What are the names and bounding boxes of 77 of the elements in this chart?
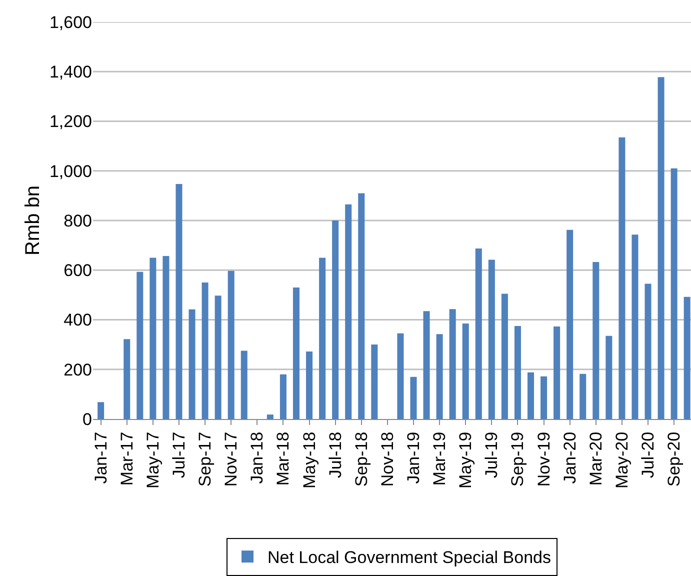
x-tick-label: Jul-20 bbox=[638, 432, 658, 478]
x-tick-label: Jan-19 bbox=[404, 432, 424, 484]
bar bbox=[358, 193, 365, 419]
bar bbox=[488, 260, 495, 419]
y-tick-label: 600 bbox=[64, 261, 92, 280]
bar bbox=[345, 204, 352, 419]
x-tick-label: Jan-17 bbox=[91, 432, 110, 484]
x-tick-label: Mar-17 bbox=[117, 432, 136, 486]
x-tick-label: May-18 bbox=[300, 432, 319, 488]
bar bbox=[98, 402, 104, 419]
bar bbox=[684, 296, 690, 419]
bar bbox=[292, 287, 300, 419]
x-tick-label: Jan-20 bbox=[560, 432, 580, 484]
x-tick-label: Sep-19 bbox=[508, 432, 528, 487]
x-tick-label: Sep-17 bbox=[196, 432, 215, 487]
y-tick-label: 1,000 bbox=[49, 162, 92, 181]
y-tick-label: 1,600 bbox=[49, 12, 92, 32]
bar bbox=[449, 309, 456, 419]
bar bbox=[266, 414, 274, 419]
bar bbox=[176, 184, 182, 419]
bar bbox=[644, 284, 652, 419]
x-tick-label: Mar-20 bbox=[586, 432, 606, 486]
bar bbox=[566, 230, 574, 419]
bar bbox=[228, 270, 234, 419]
bar bbox=[670, 168, 678, 419]
y-tick-label: 200 bbox=[64, 360, 92, 380]
bar bbox=[319, 258, 326, 419]
bar bbox=[136, 272, 144, 419]
bar bbox=[202, 282, 208, 419]
bar bbox=[423, 311, 430, 419]
bar bbox=[306, 352, 313, 419]
bar bbox=[475, 248, 482, 419]
bar bbox=[436, 334, 443, 419]
y-tick-label: 800 bbox=[64, 211, 92, 230]
bar bbox=[397, 333, 404, 419]
bar bbox=[554, 326, 560, 419]
bar bbox=[162, 256, 170, 419]
bar bbox=[658, 77, 664, 419]
bar bbox=[514, 326, 521, 419]
x-tick-label: Jan-18 bbox=[248, 432, 267, 484]
bar bbox=[332, 220, 339, 419]
bar bbox=[124, 339, 130, 419]
bar bbox=[540, 376, 548, 419]
x-tick-label: Nov-17 bbox=[222, 432, 241, 487]
bar bbox=[280, 374, 286, 419]
legend-label: Net Local Government Special Bonds bbox=[268, 548, 551, 568]
bar bbox=[371, 344, 378, 419]
bar bbox=[606, 336, 612, 419]
y-tick-label: 0 bbox=[82, 410, 92, 429]
x-tick-label: Sep-20 bbox=[664, 432, 684, 487]
x-tick-label: Jul-17 bbox=[170, 432, 189, 478]
y-axis-title: Rmb bn bbox=[22, 185, 44, 256]
x-tick-label: Jul-18 bbox=[326, 432, 345, 478]
x-tick-label: May-19 bbox=[456, 432, 476, 488]
x-tick-label: Jul-19 bbox=[482, 432, 502, 478]
bar bbox=[632, 234, 638, 419]
x-tick-label: Mar-18 bbox=[274, 432, 293, 486]
y-tick-label: 400 bbox=[64, 310, 92, 330]
x-tick-label: Nov-18 bbox=[378, 432, 397, 487]
x-tick-label: Sep-18 bbox=[352, 432, 371, 487]
x-tick-label: Mar-19 bbox=[430, 432, 450, 486]
y-tick-label: 1,400 bbox=[49, 62, 92, 82]
bar bbox=[462, 323, 469, 419]
bar bbox=[592, 262, 600, 419]
bar bbox=[188, 309, 196, 419]
bar bbox=[501, 294, 508, 419]
y-tick-label: 1,200 bbox=[49, 112, 92, 132]
bar bbox=[527, 372, 534, 419]
x-tick-label: Nov-19 bbox=[534, 432, 554, 487]
bar bbox=[410, 376, 417, 419]
x-tick-label: May-20 bbox=[612, 432, 632, 488]
bar bbox=[580, 374, 586, 419]
bar bbox=[214, 296, 222, 419]
bar bbox=[150, 258, 156, 419]
bar bbox=[618, 137, 626, 419]
bar bbox=[240, 350, 248, 419]
x-tick-label: May-17 bbox=[143, 432, 162, 488]
